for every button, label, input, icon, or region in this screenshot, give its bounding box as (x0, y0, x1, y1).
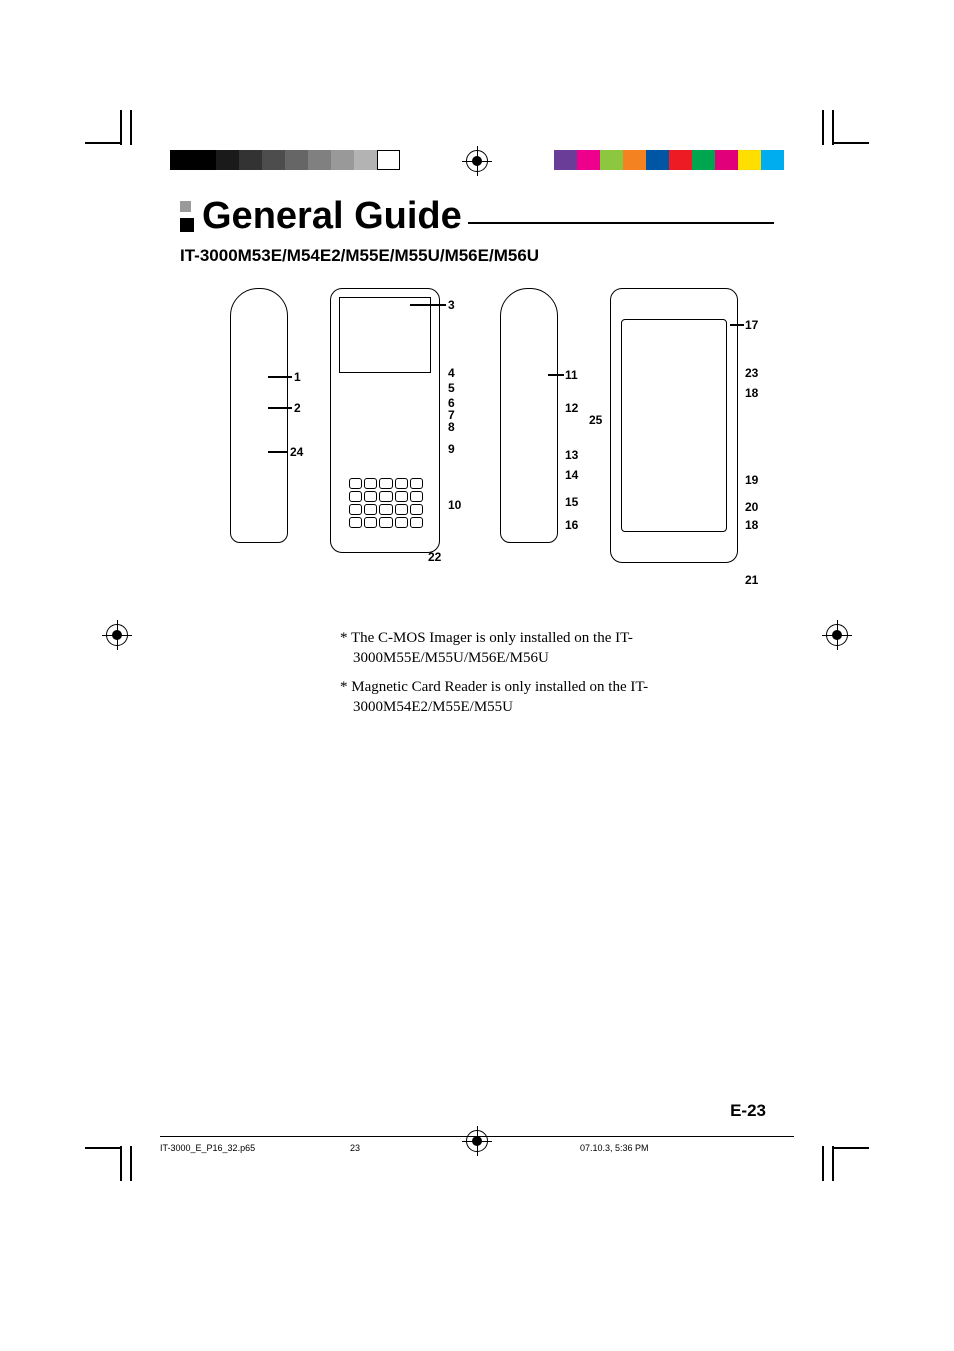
callout-13: 13 (565, 448, 578, 462)
footer-filename: IT-3000_E_P16_32.p65 (160, 1143, 350, 1153)
leader-line (268, 407, 292, 409)
device-right-side-view (500, 288, 558, 543)
callout-16: 16 (565, 518, 578, 532)
note-cmos: * The C-MOS Imager is only installed on … (340, 628, 774, 669)
callout-9: 9 (448, 442, 455, 456)
callout-23: 23 (745, 366, 758, 380)
note-magnetic: * Magnetic Card Reader is only installed… (340, 677, 774, 718)
leader-line (268, 451, 288, 453)
crop-mark (120, 1146, 122, 1181)
print-footer: IT-3000_E_P16_32.p65 23 07.10.3, 5:36 PM (160, 1136, 794, 1153)
callout-24: 24 (290, 445, 303, 459)
registration-mark-icon (466, 150, 488, 172)
title-bullet-icon (180, 201, 194, 232)
callout-18b: 18 (745, 518, 758, 532)
callout-2: 2 (294, 401, 301, 415)
color-bar-grayscale (170, 150, 400, 170)
crop-mark (822, 1146, 824, 1181)
callout-4: 4 (448, 366, 455, 380)
page-title: General Guide (202, 195, 462, 238)
crop-mark (834, 142, 869, 144)
title-rule (468, 222, 774, 224)
callout-1: 1 (294, 370, 301, 384)
crop-mark (120, 110, 122, 145)
leader-line (268, 376, 292, 378)
crop-mark (832, 110, 834, 145)
page-number: E-23 (730, 1101, 766, 1121)
callout-10: 10 (448, 498, 461, 512)
callout-11: 11 (565, 368, 578, 382)
callout-17: 17 (745, 318, 758, 332)
device-front-view (330, 288, 440, 553)
device-back-view (610, 288, 738, 563)
crop-mark (130, 1146, 132, 1181)
callout-21: 21 (745, 573, 758, 587)
footer-page: 23 (350, 1143, 500, 1153)
registration-mark-icon (106, 624, 128, 646)
page-title-row: General Guide (180, 195, 774, 238)
crop-mark (130, 110, 132, 145)
model-subtitle: IT-3000M53E/M54E2/M55E/M55U/M56E/M56U (180, 246, 774, 266)
leader-line (548, 374, 564, 376)
registration-mark-icon (826, 624, 848, 646)
crop-mark (85, 142, 120, 144)
callout-3: 3 (448, 298, 455, 312)
crop-mark (832, 1146, 834, 1181)
callout-5: 5 (448, 381, 455, 395)
color-bar-process (554, 150, 784, 170)
callout-25: 25 (589, 413, 602, 427)
crop-mark (85, 1147, 120, 1149)
callout-22: 22 (428, 550, 441, 564)
leader-line (410, 304, 446, 306)
footnotes: * The C-MOS Imager is only installed on … (340, 628, 774, 717)
device-left-side-view (230, 288, 288, 543)
callout-8: 8 (448, 420, 455, 434)
callout-14: 14 (565, 468, 578, 482)
leader-line (730, 324, 744, 326)
callout-12: 12 (565, 401, 578, 415)
device-diagram: 1 2 24 3 4 5 6 7 8 9 10 22 11 12 13 14 1… (210, 288, 774, 588)
footer-timestamp: 07.10.3, 5:36 PM (500, 1143, 794, 1153)
callout-15: 15 (565, 495, 578, 509)
callout-18: 18 (745, 386, 758, 400)
crop-mark (834, 1147, 869, 1149)
crop-mark (822, 110, 824, 145)
callout-20: 20 (745, 500, 758, 514)
callout-19: 19 (745, 473, 758, 487)
